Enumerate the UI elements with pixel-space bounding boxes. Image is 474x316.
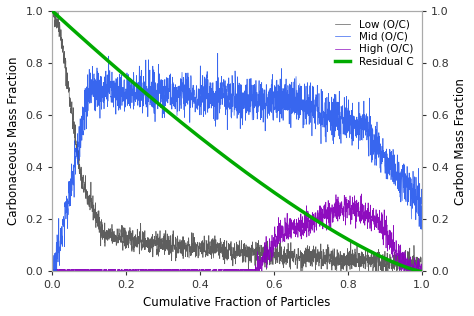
Line: Residual C: Residual C <box>52 11 422 271</box>
Y-axis label: Carbon Mass Fraction: Carbon Mass Fraction <box>454 78 467 205</box>
Low (O/C) <box>298 270 304 273</box>
Low (O/C) <box>419 266 425 270</box>
Residual C <box>49 9 55 13</box>
High (O/C) <box>408 264 414 268</box>
Residual C <box>419 270 425 273</box>
Residual C <box>229 160 235 164</box>
High (O/C) <box>359 192 365 196</box>
Residual C <box>408 267 414 271</box>
Residual C <box>408 267 414 271</box>
High (O/C) <box>340 213 346 216</box>
Low (O/C) <box>408 264 414 267</box>
Mid (O/C) <box>408 197 414 201</box>
Low (O/C) <box>340 258 346 262</box>
Y-axis label: Carbonaceous Mass Fraction: Carbonaceous Mass Fraction <box>7 57 20 225</box>
High (O/C) <box>419 270 425 273</box>
Low (O/C) <box>219 248 225 252</box>
High (O/C) <box>49 270 55 273</box>
Line: Mid (O/C): Mid (O/C) <box>52 53 422 271</box>
Legend: Low (O/C), Mid (O/C), High (O/C), Residual C: Low (O/C), Mid (O/C), High (O/C), Residu… <box>331 16 417 70</box>
Residual C <box>219 153 225 156</box>
Mid (O/C) <box>229 74 235 77</box>
High (O/C) <box>68 267 74 271</box>
Mid (O/C) <box>49 270 55 273</box>
Mid (O/C) <box>219 103 225 106</box>
Mid (O/C) <box>68 192 74 196</box>
Residual C <box>340 235 346 239</box>
X-axis label: Cumulative Fraction of Particles: Cumulative Fraction of Particles <box>143 296 331 309</box>
Mid (O/C) <box>215 52 220 55</box>
High (O/C) <box>408 270 414 273</box>
High (O/C) <box>219 267 225 271</box>
Line: Low (O/C): Low (O/C) <box>52 11 422 271</box>
Mid (O/C) <box>408 177 414 181</box>
Low (O/C) <box>68 107 74 111</box>
Low (O/C) <box>49 9 55 13</box>
Mid (O/C) <box>419 202 425 205</box>
Low (O/C) <box>229 245 235 249</box>
Residual C <box>68 26 74 30</box>
Line: High (O/C): High (O/C) <box>52 194 422 271</box>
Low (O/C) <box>408 260 414 264</box>
Mid (O/C) <box>340 115 346 119</box>
High (O/C) <box>229 270 235 273</box>
